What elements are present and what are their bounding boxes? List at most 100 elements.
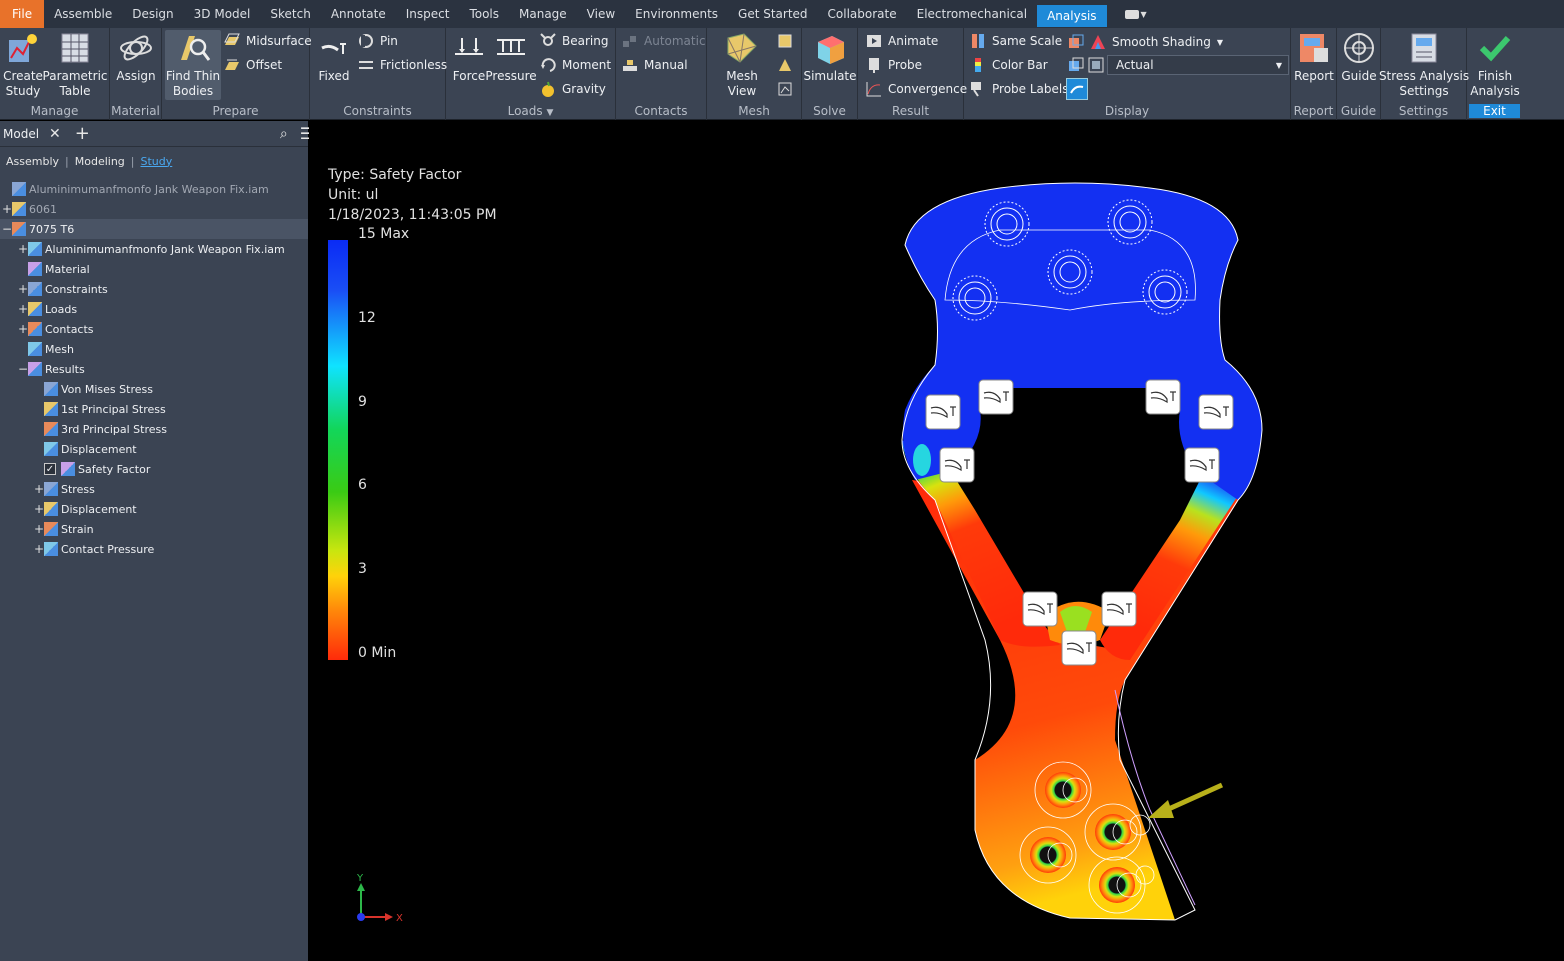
tree-node[interactable]: ✓ Safety Factor (0, 459, 308, 479)
menu-tab-environments[interactable]: Environments (635, 7, 719, 21)
menu-tab-3d-model[interactable]: 3D Model (193, 7, 251, 21)
tree-node[interactable]: − Results (0, 359, 308, 379)
constraint-glyphs[interactable] (925, 379, 1234, 666)
moment-button[interactable]: Moment (540, 55, 611, 75)
assign-button[interactable]: Assign (116, 30, 156, 84)
show-minmax-button[interactable] (1068, 55, 1084, 75)
tree-node[interactable]: + Strain (0, 519, 308, 539)
menu-tab-assemble[interactable]: Assemble (54, 7, 113, 21)
local-mesh-button[interactable] (777, 55, 793, 75)
tree-node[interactable]: Mesh (0, 339, 308, 359)
view-modeling-link[interactable]: Modeling (74, 154, 125, 168)
collapse-icon[interactable]: − (2, 222, 13, 236)
menu-tab-collaborate[interactable]: Collaborate (827, 7, 897, 21)
tree-node[interactable]: 3rd Principal Stress (0, 419, 308, 439)
expand-icon[interactable]: + (34, 522, 45, 536)
fixed-constraint-glyph[interactable] (1061, 630, 1097, 666)
add-tab-icon[interactable]: + (74, 123, 90, 144)
convergence-button[interactable]: Convergence (866, 79, 967, 99)
pin-constraint-button[interactable]: Pin (358, 31, 398, 51)
expand-icon[interactable]: + (18, 242, 29, 256)
browser-tab-model[interactable]: Model (3, 126, 40, 141)
fixed-constraint-glyph[interactable] (1184, 447, 1220, 483)
tree-node[interactable]: + Aluminimumanfmonfo Jank Weapon Fix.iam (0, 239, 308, 259)
guide-button[interactable]: Guide (1341, 30, 1377, 84)
view-study-link[interactable]: Study (140, 154, 173, 168)
view-assembly-link[interactable]: Assembly (6, 154, 60, 168)
displacement-scale-icon-button[interactable] (1088, 55, 1104, 75)
menu-tab-manage[interactable]: Manage (519, 7, 567, 21)
tree-node[interactable]: Displacement (0, 439, 308, 459)
color-bar-button[interactable]: Color Bar (970, 55, 1048, 75)
expand-icon[interactable]: + (2, 202, 13, 216)
offset-button[interactable]: Offset (224, 55, 282, 75)
find-thin-bodies-button[interactable]: Find Thin Bodies (165, 30, 221, 100)
tree-node[interactable]: +6061 (0, 199, 308, 219)
force-button[interactable]: Force (450, 30, 488, 84)
gravity-button[interactable]: Gravity (540, 79, 606, 99)
close-tab-icon[interactable]: ✕ (49, 125, 61, 142)
menu-tab-annotate[interactable]: Annotate (330, 7, 386, 21)
expand-icon[interactable]: + (34, 542, 45, 556)
manual-contacts-button[interactable]: Manual (622, 55, 688, 75)
expand-icon[interactable]: + (34, 502, 45, 516)
visibility-checkbox[interactable]: ✓ (44, 463, 56, 475)
tree-node[interactable]: Material (0, 259, 308, 279)
collapse-icon[interactable]: − (18, 362, 29, 376)
fixed-constraint-glyph[interactable] (978, 379, 1014, 415)
same-scale-button[interactable]: Same Scale (970, 31, 1062, 51)
fixed-constraint-glyph[interactable] (1198, 394, 1234, 430)
camera-dropdown-icon[interactable]: ▼ (1107, 0, 1147, 28)
graphics-viewport[interactable]: Type: Safety Factor Unit: ul 1/18/2023, … (309, 121, 1564, 961)
menu-tab-file[interactable]: File (0, 0, 45, 28)
tree-node[interactable]: + Stress (0, 479, 308, 499)
menu-tab-get-started[interactable]: Get Started (738, 7, 808, 21)
frictionless-constraint-button[interactable]: Frictionless (358, 55, 447, 75)
bearing-button[interactable]: Bearing (540, 31, 608, 51)
tree-node[interactable]: − 7075 T6 (0, 219, 308, 239)
tree-node[interactable]: Aluminimumanfmonfo Jank Weapon Fix.iam (0, 179, 308, 199)
simulate-button[interactable]: Simulate (803, 30, 857, 84)
fixed-constraint-button[interactable]: Fixed (314, 30, 354, 84)
panel-title-loads[interactable]: Loads ▼ (446, 104, 615, 118)
parametric-table-button[interactable]: Parametric Table (43, 30, 108, 99)
fixed-constraint-glyph[interactable] (1022, 591, 1058, 627)
expand-icon[interactable]: + (18, 322, 29, 336)
report-button[interactable]: Report (1294, 30, 1334, 84)
tree-node[interactable]: + Loads (0, 299, 308, 319)
smooth-shading-dropdown[interactable]: Smooth Shading ▼ (1090, 32, 1223, 52)
midsurface-button[interactable]: Midsurface (224, 31, 312, 51)
mesh-settings-button[interactable] (777, 31, 793, 51)
mesh-view-button[interactable]: Mesh View (711, 30, 773, 99)
probe-labels-button[interactable]: Probe Labels (970, 79, 1068, 99)
convergence-settings-button[interactable] (777, 79, 793, 99)
pressure-button[interactable]: Pressure (485, 30, 537, 84)
fixed-constraint-glyph[interactable] (939, 447, 975, 483)
menu-tab-view[interactable]: View (586, 7, 616, 21)
finish-analysis-button[interactable]: Finish Analysis (1469, 30, 1521, 99)
expand-icon[interactable]: + (34, 482, 45, 496)
displacement-scale-select[interactable]: Actual ▼ (1107, 55, 1289, 75)
automatic-contacts-button[interactable]: Automatic (622, 31, 706, 51)
menu-tab-inspect[interactable]: Inspect (405, 7, 450, 21)
menu-tab-tools[interactable]: Tools (469, 7, 499, 21)
fixed-constraint-glyph[interactable] (1101, 591, 1137, 627)
expand-icon[interactable]: + (18, 302, 29, 316)
expand-icon[interactable]: + (18, 282, 29, 296)
probe-button[interactable]: Probe (866, 55, 922, 75)
create-study-button[interactable]: Create Study (3, 30, 43, 99)
tree-node[interactable]: + Contacts (0, 319, 308, 339)
tree-node[interactable]: + Constraints (0, 279, 308, 299)
menu-tab-electromechanical[interactable]: Electromechanical (916, 7, 1028, 21)
menu-tab-sketch[interactable]: Sketch (270, 7, 311, 21)
tree-node[interactable]: 1st Principal Stress (0, 399, 308, 419)
part-model[interactable] (309, 121, 1564, 961)
fixed-constraint-glyph[interactable] (1145, 379, 1181, 415)
stress-analysis-settings-button[interactable]: Stress Analysis Settings (1379, 30, 1469, 99)
menu-tab-analysis[interactable]: Analysis (1037, 5, 1107, 27)
fixed-constraint-glyph[interactable] (925, 394, 961, 430)
search-icon[interactable]: ⌕ (279, 125, 288, 142)
show-boundary-button[interactable] (1068, 32, 1084, 52)
animate-button[interactable]: Animate (866, 31, 938, 51)
menu-tab-design[interactable]: Design (132, 7, 174, 21)
